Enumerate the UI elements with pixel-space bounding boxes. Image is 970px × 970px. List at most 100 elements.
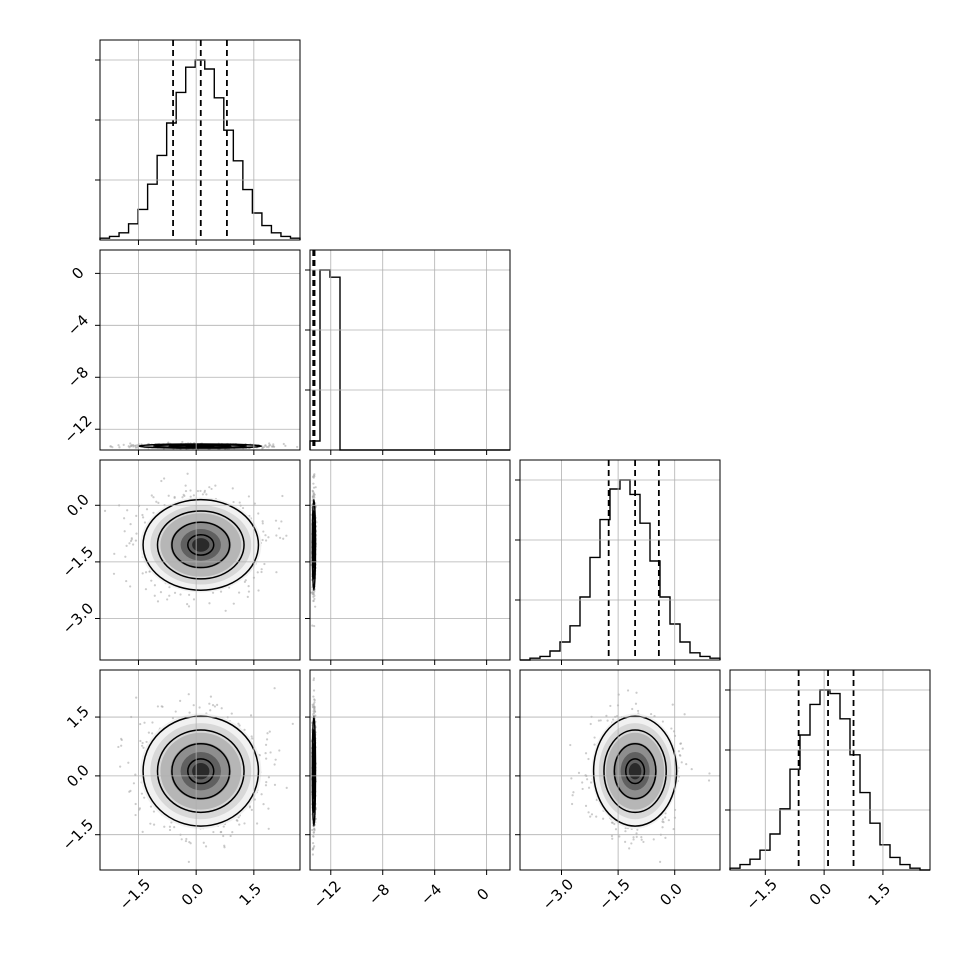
scatter-point: [589, 722, 592, 726]
scatter-point: [251, 737, 254, 740]
scatter-point: [128, 542, 131, 545]
scatter-point: [188, 840, 191, 844]
density-level: [628, 762, 642, 780]
scatter-point: [124, 555, 127, 558]
scatter-point: [312, 678, 315, 682]
scatter-point: [312, 695, 315, 698]
scatter-point: [168, 594, 171, 597]
scatter-point: [152, 823, 156, 826]
scatter-point: [271, 445, 274, 448]
scatter-point: [312, 835, 315, 838]
scatter-point: [219, 590, 223, 593]
joint-frame-0-1: [99, 249, 301, 451]
scatter-point: [166, 598, 169, 601]
scatter-point: [635, 835, 638, 838]
scatter-point: [173, 496, 176, 499]
scatter-point: [118, 446, 121, 449]
x-tick-label: −1.5: [595, 875, 633, 913]
scatter-point: [144, 588, 148, 591]
scatter-point: [208, 702, 211, 705]
contour-line: [171, 742, 231, 800]
x-tick-label: −1.5: [116, 875, 154, 913]
histogram-panel-0: [95, 40, 301, 240]
scatter-point: [103, 509, 107, 512]
contour-line: [603, 729, 667, 814]
scatter-point: [238, 501, 241, 504]
scatter-point: [313, 701, 316, 704]
scatter-point: [613, 822, 616, 826]
scatter-point: [142, 516, 145, 519]
scatter-point: [247, 585, 250, 588]
joint-panel-2-3: [569, 689, 711, 863]
scatter-point: [680, 761, 683, 764]
scatter-point: [188, 593, 191, 596]
scatter-point: [679, 742, 683, 745]
scatter-point: [143, 521, 147, 524]
scatter-point: [139, 722, 142, 726]
scatter-point: [652, 838, 655, 841]
scatter-point: [159, 591, 163, 594]
scatter-point: [140, 792, 144, 795]
scatter-point: [232, 500, 235, 504]
scatter-point: [313, 597, 316, 601]
scatter-point: [690, 768, 693, 771]
scatter-point: [597, 719, 601, 722]
scatter-point: [150, 494, 153, 497]
scatter-point: [134, 539, 138, 542]
scatter-point: [589, 815, 592, 818]
scatter-point: [208, 602, 211, 605]
scatter-point: [117, 444, 120, 447]
scatter-point: [205, 493, 208, 496]
histogram-panel-1: [305, 250, 510, 451]
scatter-point: [122, 443, 125, 446]
scatter-point: [277, 527, 281, 530]
histogram-step-line: [309, 269, 510, 451]
scatter-point: [173, 591, 177, 594]
x-tick-label: −4: [417, 880, 445, 908]
x-tick-label: −12: [310, 877, 345, 912]
scatter-point: [313, 473, 316, 476]
scatter-point: [129, 445, 133, 448]
scatter-point: [147, 731, 150, 734]
scatter-point: [120, 744, 123, 747]
scatter-point: [671, 703, 674, 706]
scatter-point: [179, 593, 182, 596]
scatter-point: [659, 860, 662, 863]
scatter-point: [187, 605, 191, 608]
scatter-point: [109, 445, 112, 448]
scatter-point: [247, 495, 250, 498]
scatter-point: [262, 530, 265, 533]
scatter-point: [649, 712, 653, 716]
scatter-point: [312, 599, 315, 602]
scatter-point: [628, 847, 631, 850]
y-tick-label: −1.5: [59, 815, 97, 853]
scatter-point: [312, 677, 316, 680]
scatter-point: [156, 600, 160, 603]
scatter-point: [264, 444, 267, 447]
scatter-point: [577, 771, 581, 774]
scatter-point: [174, 710, 177, 713]
histogram-frame-3: [729, 669, 931, 871]
scatter-point: [642, 840, 645, 844]
panel-grid: [520, 460, 720, 660]
y-tick-label: −1.5: [59, 543, 97, 581]
scatter-point: [170, 821, 173, 824]
scatter-point: [261, 522, 264, 525]
scatter-point: [152, 511, 155, 514]
scatter-point: [127, 761, 130, 764]
scatter-point: [640, 836, 643, 839]
x-tick-label: −1.5: [743, 875, 781, 913]
scatter-point: [257, 589, 260, 592]
scatter-point: [612, 718, 615, 721]
scatter-point: [168, 825, 172, 828]
scatter-point: [222, 834, 225, 838]
histogram-panel-2: [515, 460, 721, 661]
scatter-point: [312, 493, 315, 496]
scatter-point: [223, 846, 226, 849]
scatter-point: [265, 738, 269, 741]
scatter-point: [311, 853, 315, 856]
scatter-point: [311, 591, 314, 594]
scatter-point: [141, 741, 144, 745]
scatter-point: [632, 838, 635, 841]
